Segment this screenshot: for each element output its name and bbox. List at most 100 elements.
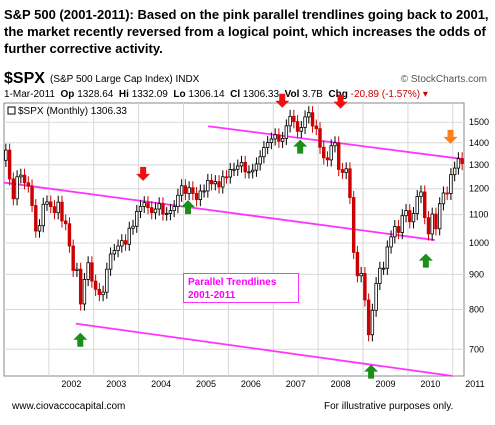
candle-body [108,253,113,270]
low-label: Lo [173,89,186,100]
high-label: Hi [118,89,129,100]
candle-body [82,279,87,305]
x-tick-label: 2008 [331,379,351,389]
candle-body [52,206,57,214]
candle-body [224,176,229,179]
candle-body [389,236,393,248]
candle-body [344,168,348,173]
candle-body [452,167,457,176]
candle-body [441,192,446,205]
trendline [3,181,435,241]
y-tick-label: 1200 [469,184,489,194]
change-value: -20.89 (-1.57%) [350,89,421,100]
candle-body [288,115,292,127]
candle-body [449,174,453,194]
candle-body [198,190,203,200]
candle-body [30,185,34,206]
candle-body [426,217,431,235]
candle-body [34,205,38,232]
ticker-name: (S&P 500 Large Cap Index) INDX [50,74,199,85]
candle-body [381,267,386,270]
candle-body [445,192,449,195]
y-tick-label: 1500 [469,117,489,127]
candle-body [370,309,375,336]
x-tick-label: 2005 [196,379,216,389]
down-triangle-icon: ▾ [422,89,428,100]
green-up-arrow-icon [293,139,308,154]
candle-body [400,215,405,233]
candle-body [460,158,464,164]
candle-body [337,142,341,170]
candle-body [232,168,236,171]
y-tick-label: 1400 [469,138,489,148]
candle-body [101,291,105,296]
index-name: (S&P 500 Large Cap Index) [50,74,173,85]
candle-body [374,283,378,311]
candle-body [202,190,206,193]
candle-body [228,169,232,178]
candle-body [63,220,68,225]
provider-credit: © StockCharts.com [400,74,487,85]
candle-body [120,240,124,247]
y-tick-label: 700 [469,344,484,354]
y-tick-label: 1300 [469,160,489,170]
candle-body [366,299,371,336]
candle-body [11,178,16,200]
candle-body [19,174,23,178]
candle-body [194,193,199,200]
footer-website: www.ciovaccocapital.com [12,401,126,412]
close-label: Cl [230,89,241,100]
candle-body [247,171,251,174]
candle-body [303,116,307,128]
candle-body [423,191,427,219]
candle-body [135,211,139,227]
candle-body [127,227,131,245]
candle-body [112,250,117,255]
candle-body [75,268,79,271]
candle-body [310,112,315,127]
x-tick-label: 2002 [61,379,81,389]
candle-body [179,185,184,196]
candle-body [348,168,352,198]
x-tick-label: 2003 [106,379,126,389]
chart-legend: $SPX (Monthly) 1306.33 [18,106,127,117]
candle-body [262,147,266,158]
candle-body [351,197,356,253]
candle-body [393,226,397,238]
headline: S&P 500 (2001-2011): Based on the pink p… [4,7,489,56]
candle-body [434,213,438,230]
candle-body [314,125,318,130]
candle-body [284,125,289,139]
high-value: 1332.09 [131,89,168,100]
candle-body [49,201,53,208]
trendline [75,322,453,377]
candle-body [93,280,98,290]
candle-body [437,203,442,230]
candle-body [236,165,240,170]
candle-body [56,201,60,214]
x-tick-label: 2010 [420,379,440,389]
candle-body [415,196,419,214]
candle-body [15,176,19,200]
candle-body [318,128,322,148]
quote-row: 1-Mar-2011 Op 1328.64 Hi 1332.09 Lo 1306… [4,89,491,100]
candle-body [176,194,180,208]
volume-label: Vol [284,89,300,100]
x-tick-label: 2006 [241,379,261,389]
y-tick-label: 900 [469,269,484,279]
candle-body [105,268,109,293]
candle-body [90,262,94,282]
candle-body [86,262,90,280]
trendline-annotation: Parallel Trendlines 2001-2011 [183,273,299,303]
y-tick-label: 1100 [469,210,488,220]
candle-body [254,163,259,171]
candle-body [164,213,169,215]
candle-body [209,179,214,185]
candle-body [269,138,274,143]
candle-body [273,134,277,140]
candle-body [277,134,281,142]
candle-body [404,210,408,217]
annotation-line1: Parallel Trendlines [188,277,277,288]
candle-body [26,182,31,187]
candle-body [150,207,154,214]
